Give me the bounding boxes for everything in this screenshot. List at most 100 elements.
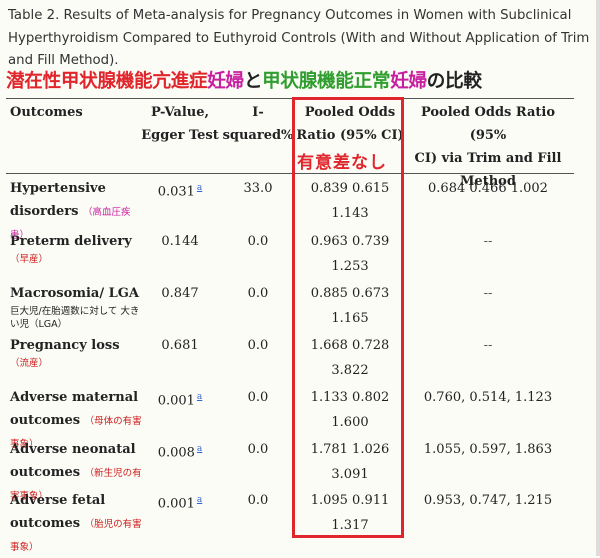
header-trim-line-1: Pooled Odds Ratio (95% [420, 105, 556, 143]
row-outcome: Adverse maternal outcomes （母体の有害事象） [10, 386, 150, 455]
row-pooled: 0.885 0.673 1.165 [296, 282, 404, 330]
pooled-line-2: 1.253 [331, 259, 369, 274]
row-pvalue: 0.008 a [140, 438, 220, 464]
jp-title-part-6: の比較 [426, 71, 482, 92]
header-isquared: I- squared% [222, 101, 294, 147]
scrollbar-track[interactable] [596, 0, 600, 556]
header-outcomes: Outcomes [10, 101, 83, 124]
outcome-jp-note: （母体の有害事象） [10, 416, 142, 450]
row-trim: 0.684 0.466 1.002 [428, 181, 548, 196]
jp-title-part-1: 潜在性甲状腺機能亢進症 [6, 71, 208, 92]
row-isquared: 0.0 [247, 338, 269, 353]
pvalue-value: 0.001 [157, 393, 195, 409]
pvalue-value: 0.008 [157, 445, 195, 461]
row-pooled: 1.133 0.802 1.600 [296, 386, 404, 434]
header-trim-line-2: CI) via Trim and Fill [414, 151, 562, 166]
row-trim: -- [483, 286, 493, 301]
pooled-line-1: 0.963 0.739 [310, 234, 390, 249]
header-trim-line-3: Method [460, 174, 516, 189]
footnote-link[interactable]: a [196, 495, 203, 505]
header-outcomes-label: Outcomes [10, 105, 83, 120]
outcome-line-1: Adverse maternal [10, 390, 139, 405]
row-outcome: Pregnancy loss （流産） [10, 334, 140, 371]
outcome-jp-note: （高血圧疾患） [10, 207, 131, 241]
row-isquared: 0.0 [247, 442, 269, 457]
row-isquared: 0.0 [247, 234, 269, 249]
outcome-jp-note: （早産） [10, 254, 49, 265]
header-top-rule [6, 98, 574, 99]
row-isquared: 33.0 [243, 181, 273, 196]
outcome-jp-note: （胎児の有害事象） [10, 519, 142, 553]
outcome-line-1: Pregnancy loss [10, 338, 120, 353]
row-isquared: 0.0 [247, 390, 269, 405]
jp-title-part-5: 妊婦 [390, 71, 427, 92]
pooled-line-1: 1.133 0.802 [310, 390, 390, 405]
row-outcome: Preterm delivery （早産） [10, 230, 140, 267]
row-isquared: 0.0 [247, 493, 269, 508]
row-outcome: Macrosomia/ LGA 巨大児/在胎週数に対して 大きい児（LGA） [10, 282, 150, 331]
header-pooled: Pooled Odds Ratio (95% CI) [296, 101, 404, 147]
pooled-line-2: 1.600 [331, 415, 369, 430]
row-pvalue: 0.847 [161, 286, 199, 301]
pooled-line-2: 1.165 [331, 311, 369, 326]
outcome-jp-note: （新生児の有害事象） [10, 468, 142, 502]
pooled-line-2: 1.143 [331, 206, 369, 221]
row-pooled: 1.781 1.026 3.091 [296, 438, 404, 486]
highlight-box-pooled-column [292, 97, 404, 538]
row-pvalue: 0.144 [161, 234, 199, 249]
row-pooled: 1.668 0.728 3.822 [296, 334, 404, 382]
header-pvalue: P-Value, Egger Test [140, 101, 220, 147]
header-bottom-rule [6, 173, 574, 174]
row-trim: 1.055, 0.597, 1.863 [423, 442, 553, 457]
outcome-line-2: outcomes [10, 516, 81, 531]
row-outcome: Adverse fetal outcomes （胎児の有害事象） [10, 489, 150, 558]
row-pooled: 0.839 0.615 1.143 [296, 177, 404, 225]
outcome-line-2: disorders [10, 204, 79, 219]
pooled-line-1: 1.668 0.728 [310, 338, 390, 353]
header-isq-line-1: I- [252, 105, 264, 120]
outcome-line-1: Adverse fetal [10, 493, 106, 508]
pooled-line-1: 0.839 0.615 [310, 181, 390, 196]
row-trim: -- [483, 338, 493, 353]
header-pooled-line-2: Ratio (95% CI) [296, 128, 404, 143]
no-significant-difference-label: 有意差なし [297, 153, 387, 173]
footnote-link[interactable]: a [196, 183, 203, 193]
outcome-line-1: Macrosomia/ LGA [10, 286, 139, 301]
footnote-link[interactable]: a [196, 392, 203, 402]
outcome-line-1: Hypertensive [10, 181, 106, 196]
jp-title-part-3: と [243, 71, 263, 92]
japanese-annotation-title: 潜在性甲状腺機能亢進症妊婦と甲状腺機能正常妊婦の比較 [6, 69, 596, 95]
header-pooled-line-1: Pooled Odds [304, 105, 396, 120]
jp-title-part-2: 妊婦 [207, 71, 244, 92]
outcome-line-2: outcomes [10, 413, 81, 428]
header-pvalue-line-1: P-Value, [150, 105, 210, 120]
pooled-line-1: 1.781 1.026 [310, 442, 390, 457]
outcome-line-2: outcomes [10, 465, 81, 480]
row-pvalue: 0.031 a [140, 177, 220, 203]
jp-title-part-4: 甲状腺機能正常 [262, 71, 391, 92]
table-caption: Table 2. Results of Meta-analysis for Pr… [8, 8, 590, 68]
footnote-link[interactable]: a [196, 444, 203, 454]
row-pooled: 1.095 0.911 1.317 [296, 489, 404, 537]
row-outcome: Adverse neonatal outcomes （新生児の有害事象） [10, 438, 150, 507]
pooled-line-2: 1.317 [331, 518, 369, 533]
outcome-line-1: Preterm delivery [10, 234, 132, 249]
row-pooled: 0.963 0.739 1.253 [296, 230, 404, 278]
row-pvalue: 0.001 a [140, 386, 220, 412]
row-trim: 0.953, 0.747, 1.215 [423, 493, 553, 508]
row-pvalue: 0.001 a [140, 489, 220, 515]
header-trim-fill: Pooled Odds Ratio (95% CI) via Trim and … [404, 101, 572, 193]
row-isquared: 0.0 [247, 286, 269, 301]
pvalue-value: 0.001 [157, 496, 195, 512]
pooled-line-2: 3.822 [331, 363, 369, 378]
row-pvalue: 0.681 [161, 338, 199, 353]
row-trim: -- [483, 234, 493, 249]
header-isq-line-2: squared% [222, 128, 294, 143]
pooled-line-1: 1.095 0.911 [310, 493, 390, 508]
pooled-line-1: 0.885 0.673 [310, 286, 390, 301]
pvalue-value: 0.031 [157, 184, 195, 200]
outcome-jp-note: （流産） [10, 358, 49, 369]
row-trim: 0.760, 0.514, 1.123 [423, 390, 553, 405]
outcome-line-1: Adverse neonatal [10, 442, 136, 457]
header-pvalue-line-2: Egger Test [141, 128, 219, 143]
